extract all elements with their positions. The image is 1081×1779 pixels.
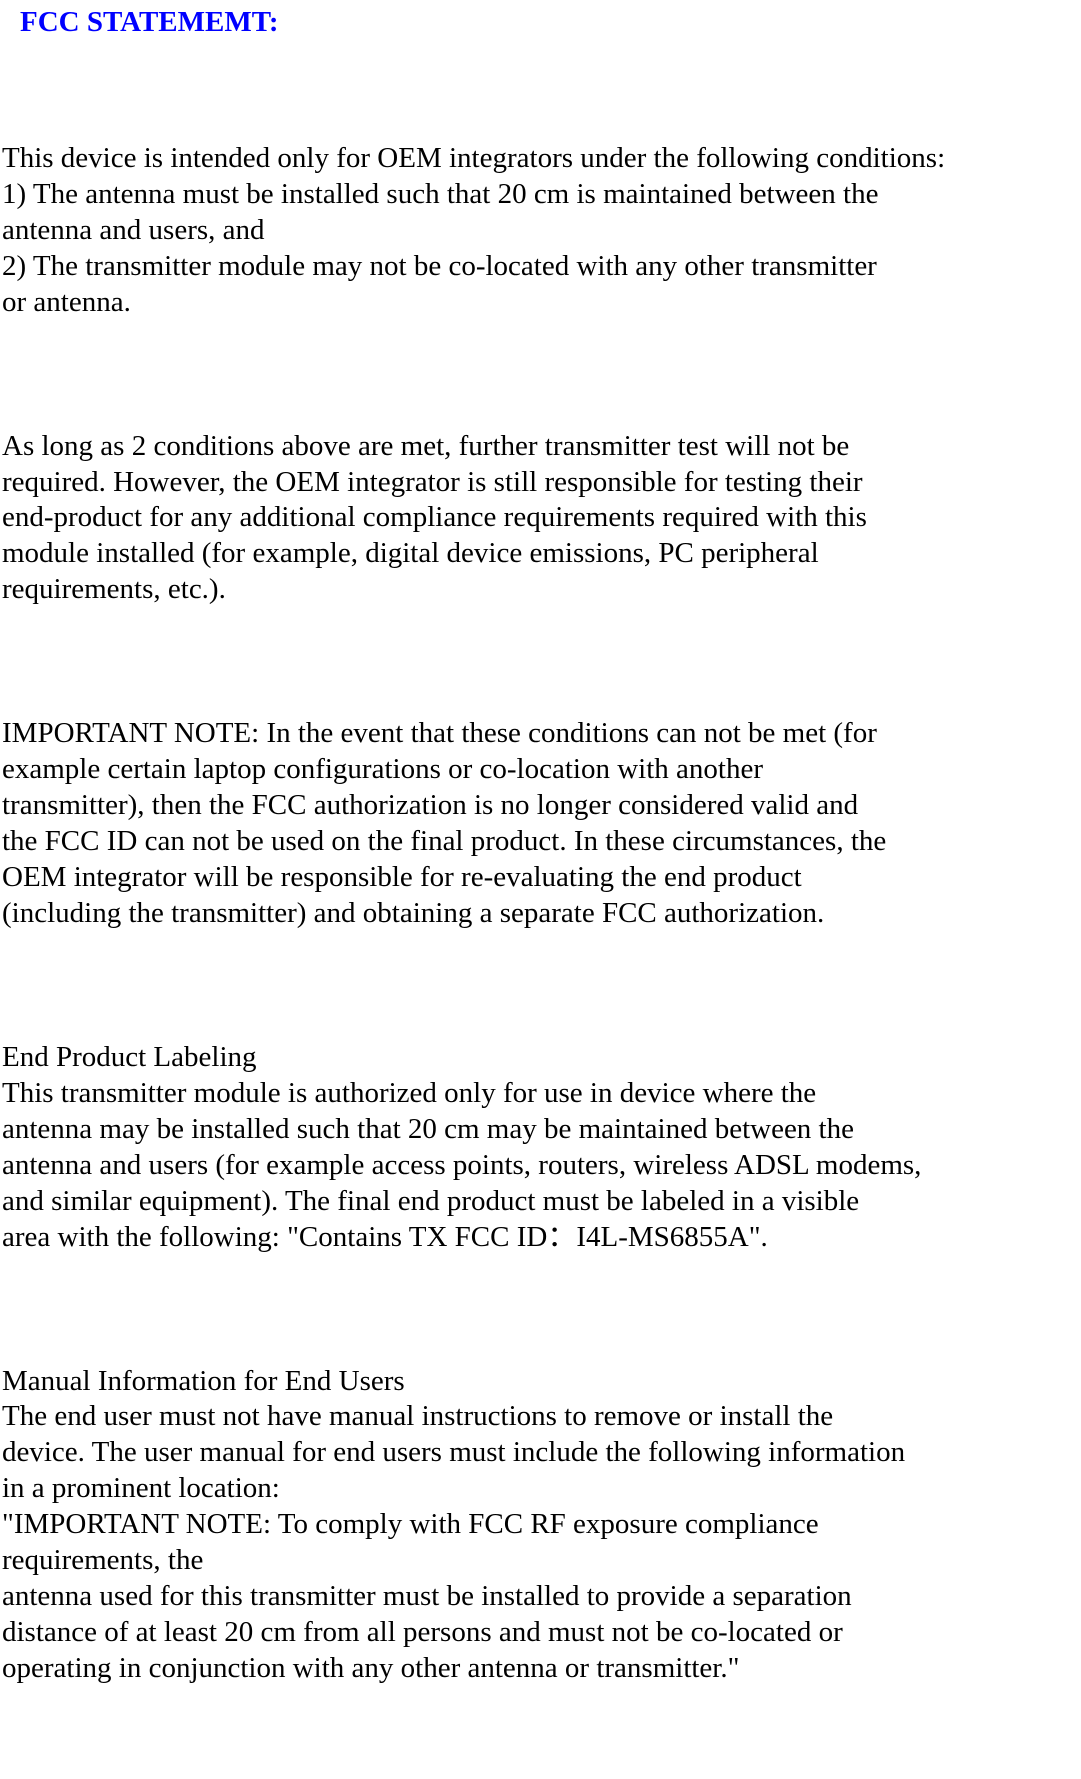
fcc-statement-heading: FCC STATEMEMT: (2, 6, 1079, 39)
document-body: This device is intended only for OEM int… (2, 69, 1079, 1759)
document-page: FCC STATEMEMT: This device is intended o… (0, 0, 1081, 1779)
paragraph: End Product Labeling This transmitter mo… (2, 1040, 1079, 1256)
paragraph: As long as 2 conditions above are met, f… (2, 429, 1079, 609)
paragraph: IMPORTANT NOTE: In the event that these … (2, 716, 1079, 932)
paragraph: This device is intended only for OEM int… (2, 141, 1079, 321)
paragraph: Manual Information for End Users The end… (2, 1364, 1079, 1688)
